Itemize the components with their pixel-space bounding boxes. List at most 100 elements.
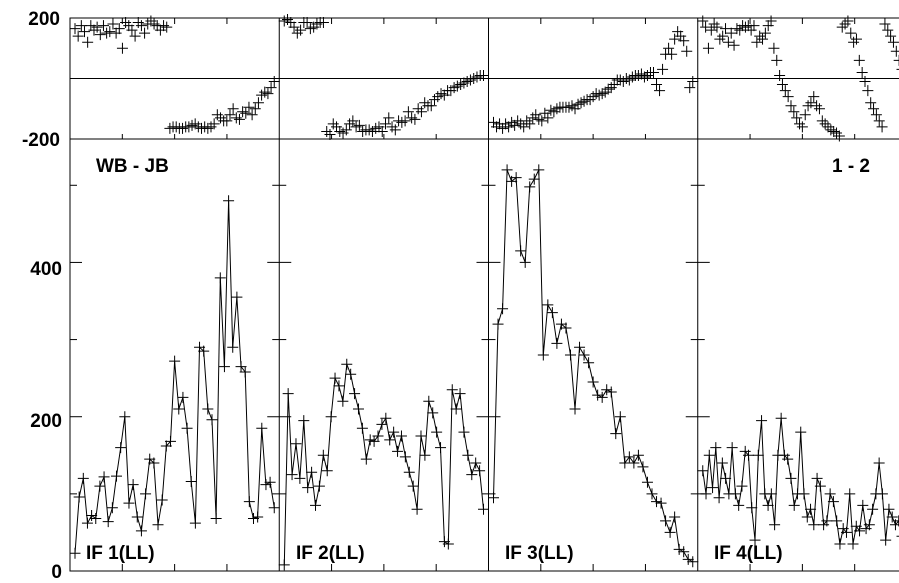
amplitude-point: [306, 466, 318, 478]
amplitude-point: [458, 426, 470, 438]
phase-point: [848, 36, 860, 48]
phase-tick-label-top: 200: [28, 9, 60, 30]
phase-point: [762, 20, 774, 32]
amplitude-point: [678, 546, 690, 558]
phase-point: [687, 76, 699, 88]
amplitude-point: [637, 461, 649, 473]
phase-point: [334, 125, 346, 137]
amplitude-point: [528, 173, 540, 185]
panel-label-if3: IF 3(LL): [505, 543, 574, 564]
phase-point: [471, 71, 483, 83]
amplitude-point: [551, 337, 563, 349]
amplitude-point: [805, 503, 817, 515]
amplitude-point: [286, 469, 298, 481]
phase-point: [337, 127, 349, 139]
phase-point: [500, 118, 512, 130]
amplitude-point: [660, 515, 672, 527]
amplitude-point: [788, 499, 800, 511]
amplitude-point: [733, 499, 745, 511]
amplitude-point: [533, 164, 545, 176]
phase-point: [539, 107, 551, 119]
amplitude-point: [140, 488, 152, 500]
amplitude-point: [610, 428, 622, 440]
phase-point: [301, 17, 313, 29]
phase-point: [536, 115, 548, 127]
amplitude-point: [510, 172, 522, 184]
amplitude-tick-label-0: 0: [51, 562, 62, 583]
amplitude-point: [769, 519, 781, 531]
amplitude-point: [376, 418, 388, 430]
amplitude-point: [384, 434, 396, 446]
phase-point: [799, 109, 811, 121]
amplitude-point: [716, 457, 728, 469]
phase-point: [230, 112, 242, 124]
phase-point: [262, 88, 274, 100]
phase-point: [605, 82, 617, 94]
phase-point: [139, 27, 151, 39]
phase-point: [608, 79, 620, 91]
amplitude-point: [592, 389, 604, 401]
amplitude-point: [497, 303, 509, 315]
phase-point: [765, 15, 777, 27]
phase-point: [233, 113, 245, 125]
phase-point: [635, 68, 647, 80]
amplitude-line: [283, 364, 484, 565]
amplitude-point: [798, 488, 810, 500]
amplitude-point: [710, 442, 722, 454]
amplitude-point: [431, 426, 443, 438]
phase-point: [669, 33, 681, 45]
phase-point: [596, 88, 608, 100]
phase-point: [268, 76, 280, 88]
phase-point: [593, 89, 605, 101]
phase-point: [295, 24, 307, 36]
amplitude-point: [867, 503, 879, 515]
amplitude-point: [73, 491, 85, 503]
amplitude-point: [795, 426, 807, 438]
phase-point: [819, 118, 831, 130]
phase-point: [288, 21, 300, 33]
amplitude-point: [834, 538, 846, 550]
amplitude-point: [641, 476, 653, 488]
plot-border: [69, 17, 899, 572]
amplitude-point: [77, 472, 89, 484]
phase-point: [702, 42, 714, 54]
phase-point: [808, 91, 820, 103]
phase-point: [478, 69, 489, 81]
amplitude-point: [218, 361, 230, 373]
phase-point: [757, 33, 769, 45]
phase-point: [497, 122, 509, 134]
phase-point: [347, 115, 359, 127]
amplitude-point: [227, 341, 239, 353]
phase-point: [256, 89, 268, 101]
amplitude-point: [775, 412, 787, 424]
amplitude-point: [628, 457, 640, 469]
amplitude-point: [488, 492, 499, 504]
phase-point: [69, 23, 81, 35]
phase-point: [221, 115, 233, 127]
phase-point: [711, 21, 723, 33]
amplitude-point: [419, 449, 431, 461]
phase-point: [503, 121, 515, 133]
amplitude-point: [252, 511, 264, 523]
phase-point: [88, 24, 100, 36]
phase-point: [870, 109, 882, 121]
phase-point: [791, 112, 803, 124]
phase-point: [545, 104, 557, 116]
phase-point: [563, 101, 575, 113]
panel-3: [488, 26, 699, 568]
phase-point: [657, 63, 669, 75]
amplitude-point: [119, 411, 131, 423]
phase-point: [237, 106, 249, 118]
phase-point: [700, 21, 712, 33]
phase-point: [533, 113, 545, 125]
amplitude-point: [785, 472, 797, 484]
amplitude-point: [651, 496, 663, 508]
phase-point: [438, 89, 450, 101]
phase-point: [788, 106, 800, 118]
amplitude-point: [450, 403, 462, 415]
phase-point: [78, 26, 90, 38]
phase-point: [101, 27, 113, 39]
amplitude-point: [746, 502, 758, 514]
amplitude-point: [664, 526, 676, 538]
